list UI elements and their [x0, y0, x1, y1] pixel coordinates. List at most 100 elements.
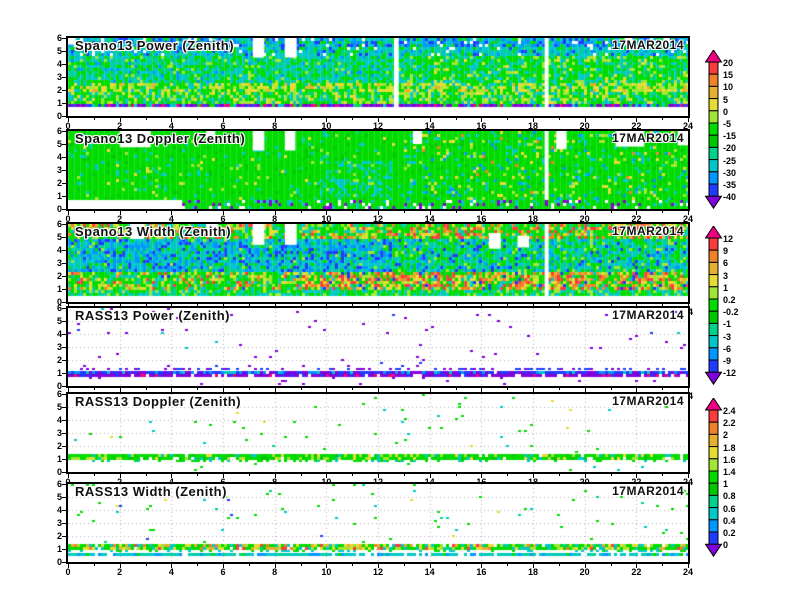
- colorbar-segment: [708, 470, 719, 484]
- x-minor-tick: [93, 304, 95, 306]
- x-minor-tick: [662, 388, 664, 390]
- x-major-tick: [584, 388, 586, 392]
- y-tick: [62, 103, 66, 104]
- y-tick: [62, 144, 66, 145]
- x-major-tick: [584, 211, 586, 215]
- x-minor-tick: [197, 118, 199, 120]
- x-major-tick: [688, 211, 689, 215]
- y-tick-label: 5: [56, 316, 62, 326]
- colorbar-label: -25: [723, 155, 737, 166]
- colorbar-label: -12: [723, 368, 737, 379]
- x-minor-tick: [248, 474, 250, 476]
- x-minor-tick: [507, 474, 509, 476]
- colorbar-segment: [708, 183, 719, 197]
- colorbar-arrow-top: [705, 50, 723, 63]
- y-tick-label: 6: [56, 219, 62, 229]
- y-tick: [62, 183, 66, 184]
- x-major-tick: [223, 118, 224, 122]
- x-major-tick: [171, 118, 173, 122]
- y-tick-label: 6: [56, 389, 62, 399]
- x-major-tick: [481, 564, 483, 568]
- colorbar-label: 2.2: [723, 418, 736, 429]
- y-tick: [62, 237, 66, 238]
- y-tick: [62, 386, 66, 387]
- y-tick-label: 2: [56, 178, 62, 188]
- x-major-tick: [378, 564, 379, 568]
- panel-date: 17MAR2014: [612, 484, 684, 498]
- colorbar-segment: [708, 347, 719, 361]
- colorbar-label: 1: [723, 282, 729, 293]
- colorbar-arrow-top: [705, 398, 723, 411]
- colorbar-label: -15: [723, 131, 737, 142]
- y-tick: [62, 157, 66, 158]
- x-major-tick: [223, 388, 224, 392]
- x-minor-tick: [610, 304, 612, 306]
- y-tick: [62, 90, 66, 91]
- x-tick-label: 10: [321, 214, 332, 224]
- x-tick-label: 18: [527, 121, 538, 131]
- colorbar-label: -0.2: [723, 307, 739, 318]
- x-minor-tick: [507, 564, 509, 566]
- colorbar-label: 0.6: [723, 503, 736, 514]
- x-minor-tick: [558, 474, 560, 476]
- x-tick-label: 20: [579, 121, 590, 131]
- x-major-tick: [223, 211, 224, 215]
- heatmap-canvas-rass13-power-zenith: [68, 308, 688, 386]
- x-major-tick: [584, 474, 586, 478]
- y-tick: [62, 289, 66, 290]
- x-tick-label: 22: [631, 121, 642, 131]
- x-major-tick: [636, 211, 638, 215]
- x-major-tick: [171, 474, 173, 478]
- x-minor-tick: [145, 388, 147, 390]
- x-tick-label: 4: [168, 214, 174, 224]
- x-tick-label: 6: [220, 567, 226, 577]
- x-major-tick: [119, 474, 121, 478]
- y-tick: [62, 373, 66, 374]
- y-tick: [62, 116, 66, 117]
- colorbar-label: 3: [723, 270, 729, 281]
- x-major-tick: [533, 474, 534, 478]
- x-major-tick: [223, 564, 224, 568]
- x-major-tick: [584, 118, 586, 122]
- colorbar-label: 15: [723, 70, 734, 81]
- y-tick-label: 4: [56, 59, 62, 69]
- x-major-tick: [429, 564, 431, 568]
- colorbar-segment: [708, 446, 719, 460]
- x-major-tick: [223, 474, 224, 478]
- x-minor-tick: [352, 118, 354, 120]
- y-tick: [62, 459, 66, 460]
- y-tick-label: 0: [56, 111, 62, 121]
- colorbar-segment: [708, 409, 719, 423]
- x-major-tick: [378, 388, 379, 392]
- y-tick-label: 4: [56, 415, 62, 425]
- x-major-tick: [119, 211, 121, 215]
- x-major-tick: [68, 211, 69, 215]
- x-minor-tick: [610, 564, 612, 566]
- colorbar-label: 1.4: [723, 467, 736, 477]
- colorbar-label: 1.8: [723, 442, 736, 453]
- x-minor-tick: [93, 474, 95, 476]
- colorbar-label: -9: [723, 356, 732, 366]
- x-major-tick: [274, 564, 276, 568]
- colorbar-segment: [708, 507, 719, 521]
- y-tick: [62, 446, 66, 447]
- y-tick: [62, 308, 66, 309]
- x-minor-tick: [558, 211, 560, 213]
- x-major-tick: [68, 388, 69, 392]
- y-tick: [62, 196, 66, 197]
- x-minor-tick: [455, 211, 457, 213]
- panel-date: 17MAR2014: [612, 308, 684, 322]
- panel-date: 17MAR2014: [612, 224, 684, 238]
- x-major-tick: [378, 118, 379, 122]
- x-tick-label: 20: [579, 567, 590, 577]
- x-minor-tick: [403, 474, 405, 476]
- y-tick: [62, 276, 66, 277]
- x-minor-tick: [248, 564, 250, 566]
- x-major-tick: [636, 118, 638, 122]
- colorbar-segment: [708, 298, 719, 312]
- x-minor-tick: [455, 304, 457, 306]
- x-tick-label: 16: [476, 214, 487, 224]
- x-minor-tick: [248, 388, 250, 390]
- heatmap-canvas-rass13-width-zenith: [68, 484, 688, 562]
- x-major-tick: [326, 564, 328, 568]
